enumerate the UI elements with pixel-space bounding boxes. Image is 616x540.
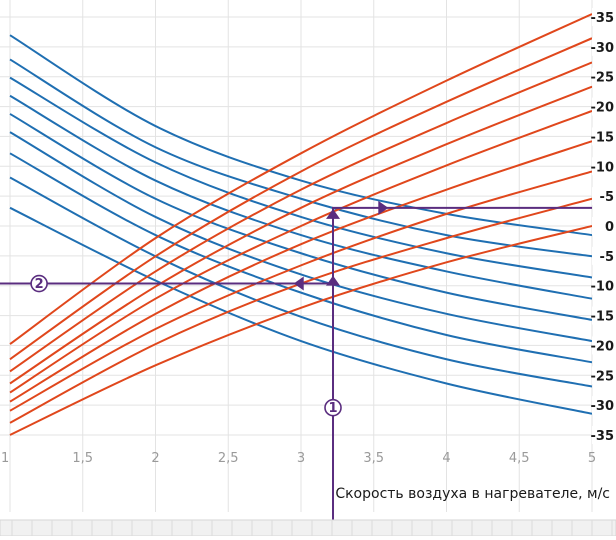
- y-tick-label: -10: [591, 160, 615, 175]
- y-tick-label: -30: [591, 41, 615, 56]
- y-tick-label: -20: [591, 101, 615, 116]
- x-tick-label: 2,5: [218, 451, 239, 466]
- y-tick-label: -20: [591, 339, 615, 354]
- y-tick-label: -30: [591, 399, 615, 414]
- y-tick-label: 0: [605, 220, 614, 235]
- marker-label-2: 2: [35, 277, 44, 292]
- x-tick-label: 1,5: [72, 451, 93, 466]
- x-tick-label: 3,5: [363, 451, 384, 466]
- y-tick-label: -35: [591, 11, 615, 26]
- x-tick-label: 1: [1, 451, 9, 466]
- y-tick-label: -5: [600, 250, 614, 265]
- y-tick-label: -10: [591, 280, 615, 295]
- y-tick-label: -25: [591, 71, 615, 86]
- x-tick-label: 4,5: [509, 451, 530, 466]
- y-tick-label: -35: [591, 429, 615, 444]
- y-tick-label: -25: [591, 369, 615, 384]
- y-tick-label: -15: [591, 310, 615, 325]
- x-tick-label: 3: [297, 451, 305, 466]
- marker-label-1: 1: [328, 401, 337, 416]
- horizontal-scrollbar[interactable]: [0, 520, 616, 536]
- y-tick-label: -15: [591, 130, 615, 145]
- arrow-head-left: [294, 277, 304, 291]
- x-tick-label: 5: [588, 451, 596, 466]
- x-axis-ticks: 1 1,5 2 2,5 3 3,5 4 4,5 5: [1, 451, 596, 466]
- x-tick-label: 2: [151, 451, 159, 466]
- y-axis-ticks: -35 -30 -25 -20 -15 -10 -5 0 -5 -10 -15 -20 -25 -30 -3…: [591, 8, 616, 444]
- arrow-head-up-lower: [326, 276, 340, 286]
- x-tick-label: 4: [442, 451, 450, 466]
- x-axis-label: Скорость воздуха в нагревателе, м/с: [335, 486, 610, 502]
- y-tick-label: -5: [600, 190, 614, 205]
